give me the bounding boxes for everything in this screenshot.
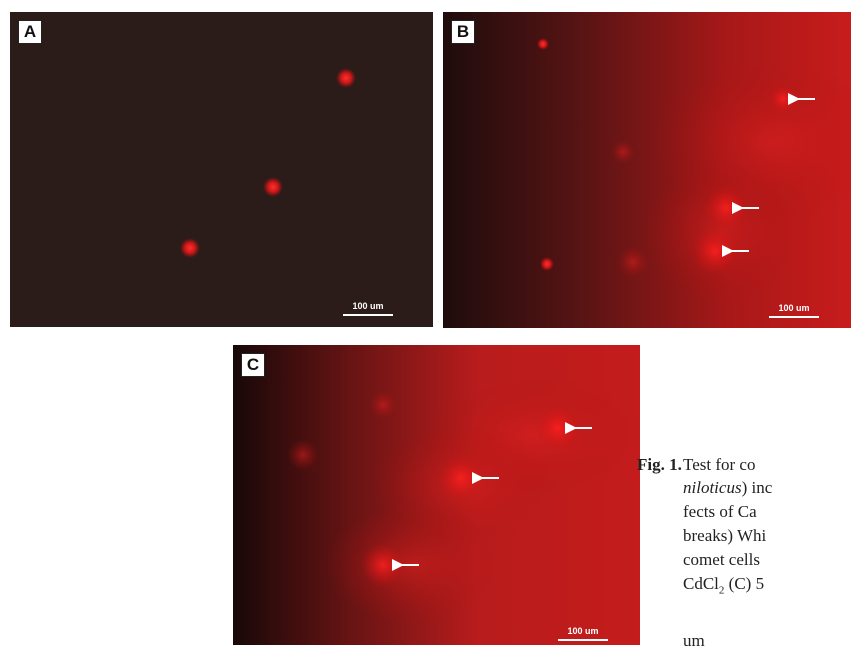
panel-b: B 100 um	[443, 12, 851, 328]
panel-c: C 100 um	[233, 345, 640, 645]
background	[10, 12, 433, 327]
cell	[704, 186, 748, 230]
cell	[369, 391, 397, 419]
caption-line: Test for co	[683, 455, 755, 475]
caption-text: (C) 5	[724, 574, 764, 593]
caption-line: um	[683, 631, 705, 651]
scale-label: 100 um	[558, 626, 608, 636]
cell	[540, 257, 554, 271]
cell	[617, 246, 649, 278]
scale-label: 100 um	[769, 303, 819, 313]
panel-label: B	[451, 20, 475, 44]
cell	[536, 406, 580, 450]
panel-label: A	[18, 20, 42, 44]
micrograph-a	[10, 12, 433, 327]
caption-line: niloticus) inc	[683, 478, 772, 498]
scale-bar	[769, 316, 819, 318]
caption-text: fects of Ca	[683, 502, 757, 521]
caption-text: CdCl	[683, 574, 719, 593]
cell	[287, 439, 319, 471]
micrograph-b	[443, 12, 851, 328]
caption-text: comet cells	[683, 550, 760, 569]
caption-line: CdCl2 (C) 5	[683, 574, 764, 596]
scale-label: 100 um	[343, 301, 393, 311]
scale-bar	[558, 639, 608, 641]
scale-bar	[343, 314, 393, 316]
cell	[336, 68, 356, 88]
cell	[439, 456, 483, 500]
figure-label: Fig. 1.	[637, 455, 682, 475]
page: {"panels": [ {"label": "A", "scale": "10…	[0, 0, 851, 645]
caption-text: breaks) Whi	[683, 526, 766, 545]
species-name: niloticus	[683, 478, 742, 497]
cell	[263, 177, 283, 197]
cell	[691, 227, 739, 275]
cell	[769, 85, 797, 113]
caption-line: breaks) Whi	[683, 526, 766, 546]
caption-text: um	[683, 631, 705, 650]
caption-line: fects of Ca	[683, 502, 757, 522]
cell	[180, 238, 200, 258]
cell	[611, 140, 635, 164]
caption-line: comet cells	[683, 550, 760, 570]
cell	[537, 38, 549, 50]
panel-label: C	[241, 353, 265, 377]
micrograph-c	[233, 345, 640, 645]
panel-a: A 100 um	[10, 12, 433, 327]
caption-text: ) inc	[742, 478, 773, 497]
caption-text: Test for co	[683, 455, 755, 474]
cell	[361, 543, 405, 587]
